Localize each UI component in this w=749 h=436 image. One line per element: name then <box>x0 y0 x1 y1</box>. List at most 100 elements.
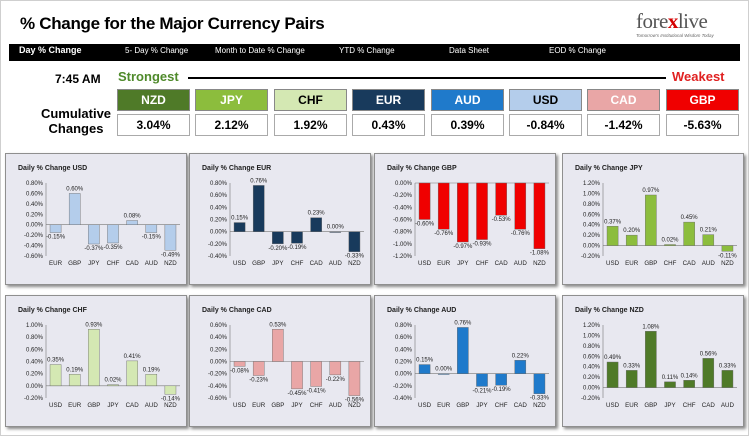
data-label: 0.41% <box>124 354 142 360</box>
y-tick-label: 0.60% <box>210 193 228 199</box>
x-tick-label: EUR <box>49 260 63 267</box>
x-tick-label: CHF <box>495 402 508 409</box>
bar-chart: Daily % Change AUD0.80%0.60%0.40%0.20%0.… <box>387 307 550 409</box>
chart-panel-1: Daily % Change USD 0.80% 0.60% 0.40% 0.20% 0.… <box>5 153 187 285</box>
bar-gbp <box>68 193 81 225</box>
x-tick-label: JPY <box>272 260 283 267</box>
bar-chf <box>310 361 322 387</box>
bar-chart: Daily % Change CAD0.60%0.40%0.20%0.00%-0… <box>202 307 365 409</box>
x-tick-label: CAD <box>126 260 140 267</box>
bar-cad <box>683 221 695 246</box>
bar-jpy <box>476 373 488 387</box>
data-label: 0.33% <box>623 363 641 369</box>
x-tick-label: CAD <box>683 260 697 267</box>
bar-gbp <box>272 329 284 362</box>
nav-day-change[interactable]: Day % Change <box>19 45 82 55</box>
x-tick-label: CAD <box>310 260 324 267</box>
bar-jpy <box>88 224 100 245</box>
chart-panel-3: Daily % Change GBP 0.00% -0.20% -0.40% -0.60… <box>374 153 556 285</box>
bar-aud <box>329 231 342 233</box>
pair-name-aud: AUD <box>431 89 504 111</box>
y-tick-label: 1.00% <box>583 191 601 197</box>
x-tick-label: AUD <box>702 260 716 267</box>
nav-eod-change[interactable]: EOD % Change <box>549 46 606 55</box>
pair-value-nzd: 3.04% <box>117 114 190 136</box>
nav-5-day-change[interactable]: 5- Day % Change <box>125 46 189 55</box>
x-tick-label: CAD <box>126 402 140 409</box>
bar-chart: Daily % Change CHF1.00%0.80%0.60%0.40%0.… <box>18 307 181 409</box>
data-label: -0.11% <box>718 253 737 259</box>
x-tick-label: AUD <box>329 260 343 267</box>
y-tick-label: 0.60% <box>26 347 44 353</box>
bar-chf <box>495 373 507 386</box>
y-tick-label: -0.20% <box>393 384 413 390</box>
y-tick-label: -0.40% <box>208 384 228 390</box>
data-label: -0.15% <box>142 235 162 241</box>
y-tick-label: 0.80% <box>583 344 601 350</box>
bar-nzd <box>533 373 546 394</box>
x-tick-label: NZD <box>164 402 177 409</box>
cumulative-label-line2: Changes <box>48 121 104 136</box>
data-label: -0.15% <box>46 235 66 241</box>
bar-usd <box>49 364 62 387</box>
data-label: -0.76% <box>511 231 531 237</box>
bar-chart: Daily % Change GBP 0.00% -0.20% -0.40% -0.60… <box>387 165 550 267</box>
y-tick-label: 0.20% <box>395 360 413 366</box>
strongest-label: Strongest <box>118 69 179 84</box>
data-label: -0.19% <box>492 387 512 393</box>
data-label: 0.08% <box>124 214 142 220</box>
x-tick-label: AUD <box>721 402 735 409</box>
forexlive-logo[interactable]: forexlive Tomorrow's Institutional Wisdo… <box>636 10 728 40</box>
bar-aud <box>145 224 158 233</box>
data-label: 0.20% <box>623 228 641 234</box>
y-tick-label: 0.40% <box>26 360 44 366</box>
data-label: -0.19% <box>287 245 307 251</box>
logo-tagline: Tomorrow's Institutional Wisdom Today <box>636 33 714 38</box>
nav-ytd-change[interactable]: YTD % Change <box>339 46 395 55</box>
bar-nzd <box>533 182 546 249</box>
nav-data-sheet[interactable]: Data Sheet <box>449 46 490 55</box>
bar-jpy <box>457 182 469 243</box>
bar-chart: Daily % Change EUR0.80%0.60%0.40%0.20%0.… <box>202 165 365 267</box>
x-tick-label: CHF <box>476 260 489 267</box>
x-tick-label: NZD <box>721 260 734 267</box>
x-tick-label: GBP <box>252 260 265 267</box>
chart-panel-8: Daily % Change NZD 1.20% 1.00% 0.80% 0.60% 0.… <box>562 295 744 427</box>
data-label: 0.37% <box>604 219 622 225</box>
y-tick-label: 0.60% <box>395 335 413 341</box>
bar-gbp <box>88 329 100 387</box>
data-label: 0.11% <box>662 375 679 381</box>
y-tick-label: 0.60% <box>210 323 228 329</box>
chart-title: Daily % Change AUD <box>387 307 456 314</box>
bar-jpy <box>664 381 676 388</box>
bar-aud <box>702 234 715 246</box>
x-tick-label: AUD <box>514 260 528 267</box>
y-tick-label: -0.60% <box>24 254 44 260</box>
chart-title: Daily % Change CAD <box>202 307 272 314</box>
data-label: -0.23% <box>249 377 269 383</box>
x-tick-label: JPY <box>107 402 118 409</box>
x-tick-label: CAD <box>495 260 509 267</box>
y-tick-label: 1.20% <box>583 181 601 187</box>
data-label: -0.14% <box>161 396 181 402</box>
nav-bar: Day % Change 5- Day % Change Month to Da… <box>9 44 740 61</box>
bar-nzd <box>348 361 361 396</box>
x-tick-label: CAD <box>702 402 716 409</box>
bar-aud <box>329 361 342 376</box>
x-tick-label: EUR <box>625 260 639 267</box>
y-tick-label: 0.80% <box>210 181 228 187</box>
y-tick-label: 0.80% <box>583 202 601 208</box>
bar-chf <box>476 182 488 240</box>
y-tick-label: 1.20% <box>583 323 601 329</box>
data-label: -0.97% <box>453 244 473 250</box>
pair-name-usd: USD <box>509 89 582 111</box>
x-tick-label: CAD <box>514 402 528 409</box>
page-title: % Change for the Major Currency Pairs <box>20 14 325 33</box>
data-label: 0.15% <box>231 216 249 222</box>
nav-month-to-date-change[interactable]: Month to Date % Change <box>215 46 305 55</box>
chart-panel-7: Daily % Change AUD 0.80% 0.60% 0.40% 0.20% 0.… <box>374 295 556 427</box>
x-tick-label: JPY <box>476 402 487 409</box>
bar-gbp <box>645 331 657 388</box>
x-tick-label: USD <box>233 402 247 409</box>
bar-eur <box>68 374 81 387</box>
